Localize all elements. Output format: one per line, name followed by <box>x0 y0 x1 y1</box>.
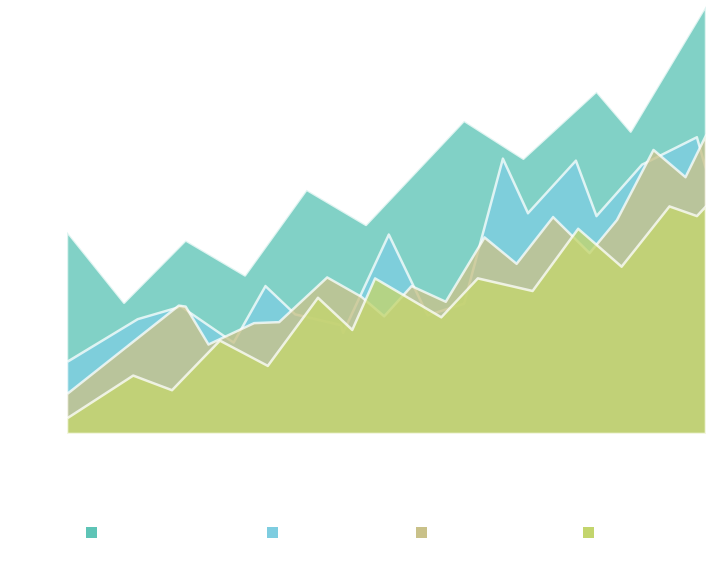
plot-areas <box>65 4 706 436</box>
area-series-4 <box>65 205 706 436</box>
